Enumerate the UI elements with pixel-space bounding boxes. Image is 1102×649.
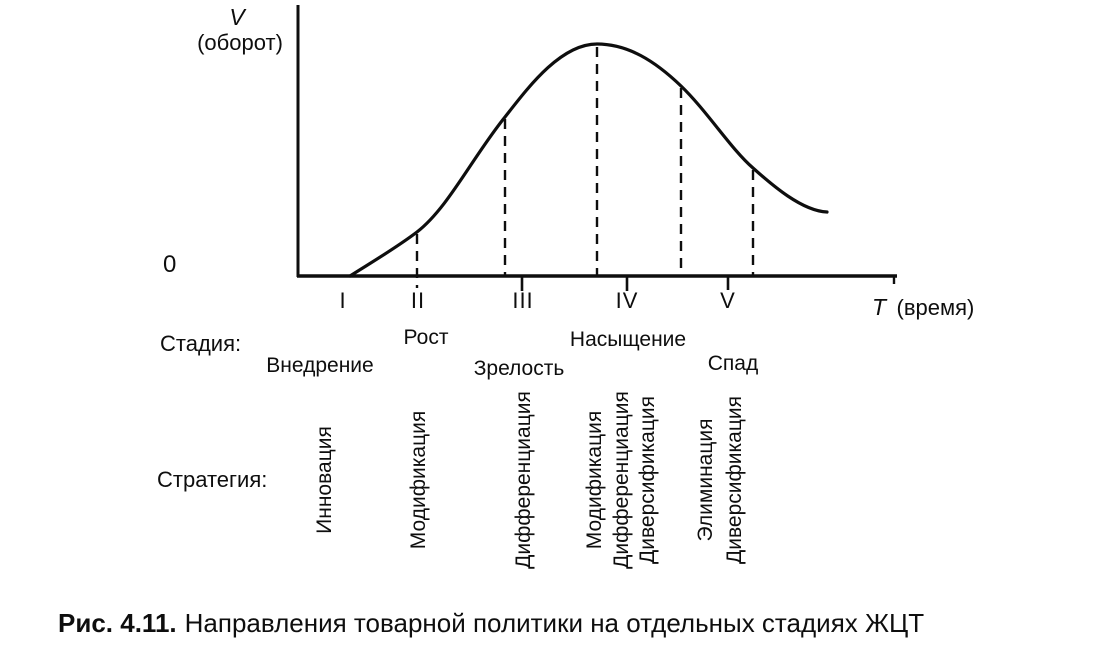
figure-caption: Рис. 4.11. Направления товарной политики …: [58, 608, 924, 639]
figure-caption-number: Рис. 4.11.: [58, 608, 177, 638]
stage-name-saturation: Насыщение: [569, 328, 687, 351]
strategy-modification-4: Модификация: [583, 410, 606, 550]
stage-numeral-4: IV: [615, 288, 639, 313]
strategy-elimination-5: Элиминация: [694, 418, 717, 542]
strategy-differentiation-4: Дифференциация: [610, 391, 633, 569]
x-axis-unit: (время): [896, 295, 975, 320]
strategy-diversification-4: Диверсификация: [636, 396, 659, 564]
strategy-differentiation-3: Дифференциация: [512, 391, 535, 569]
stage-numeral-1: I: [339, 288, 347, 313]
stage-name-decline: Спад: [707, 352, 759, 375]
stage-numeral-5: V: [720, 288, 736, 313]
y-axis-variable: V: [229, 4, 245, 30]
strategy-row-label: Стратегия:: [157, 467, 268, 492]
y-axis-unit: (оборот): [197, 30, 283, 55]
strategy-diversification-5: Диверсификация: [723, 396, 746, 564]
stage-name-maturity: Зрелость: [473, 357, 565, 380]
figure-caption-text: Направления товарной политики на отдельн…: [184, 608, 925, 638]
x-axis-label: T (время): [872, 294, 974, 321]
stage-name-introduction: Внедрение: [266, 354, 374, 377]
stage-row-label: Стадия:: [160, 331, 242, 356]
strategy-modification-2: Модификация: [407, 410, 430, 550]
origin-label: 0: [163, 251, 177, 278]
x-axis-variable: T: [872, 294, 887, 320]
stage-name-growth: Рост: [403, 326, 449, 349]
strategy-innovation: Инновация: [313, 426, 336, 534]
stage-numeral-3: III: [512, 288, 534, 313]
stage-numeral-2: II: [410, 288, 426, 313]
lifecycle-curve: [348, 42, 829, 278]
